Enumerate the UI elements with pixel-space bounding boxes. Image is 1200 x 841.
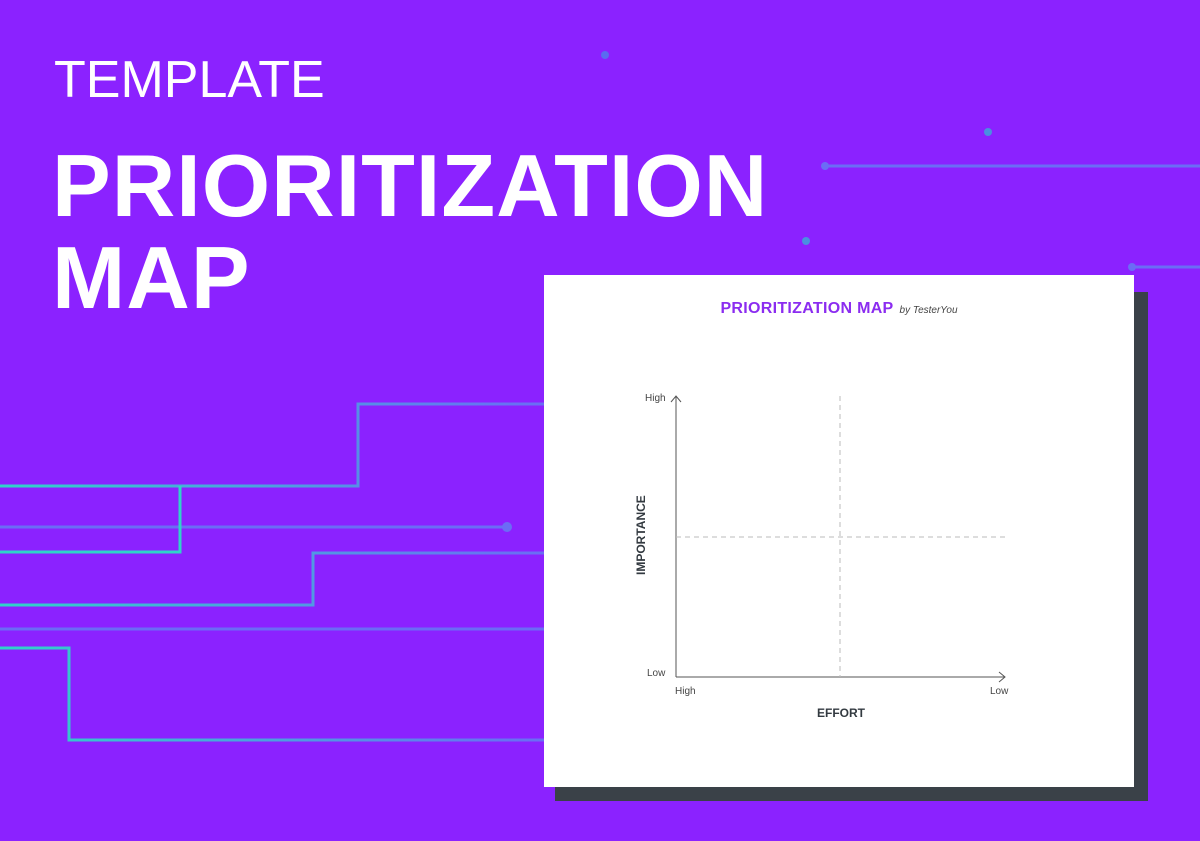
y-axis-low-label: Low <box>647 668 666 679</box>
x-axis-title: EFFORT <box>817 706 865 720</box>
y-axis-arrow <box>670 395 682 403</box>
top-right-lines <box>601 51 1200 271</box>
title-line-2: MAP <box>52 228 251 327</box>
prioritization-card: PRIORITIZATION MAP by TesterYou High Low … <box>544 275 1134 787</box>
priority-matrix <box>670 395 1006 683</box>
card-title-text: PRIORITIZATION MAP <box>720 300 894 317</box>
card-byline: by TesterYou <box>899 305 958 316</box>
x-axis-arrow <box>998 671 1006 683</box>
title-line-1: PRIORITIZATION <box>52 136 769 235</box>
eyebrow-label: TEMPLATE <box>54 51 325 109</box>
x-axis-low-label: Low <box>990 686 1009 697</box>
y-axis-high-label: High <box>645 393 666 404</box>
x-axis-high-label: High <box>675 686 696 697</box>
left-lines <box>0 402 544 742</box>
card-title: PRIORITIZATION MAP by TesterYou <box>544 300 1134 318</box>
y-axis-title: IMPORTANCE <box>634 495 648 575</box>
page-title: PRIORITIZATION MAP <box>52 140 768 324</box>
